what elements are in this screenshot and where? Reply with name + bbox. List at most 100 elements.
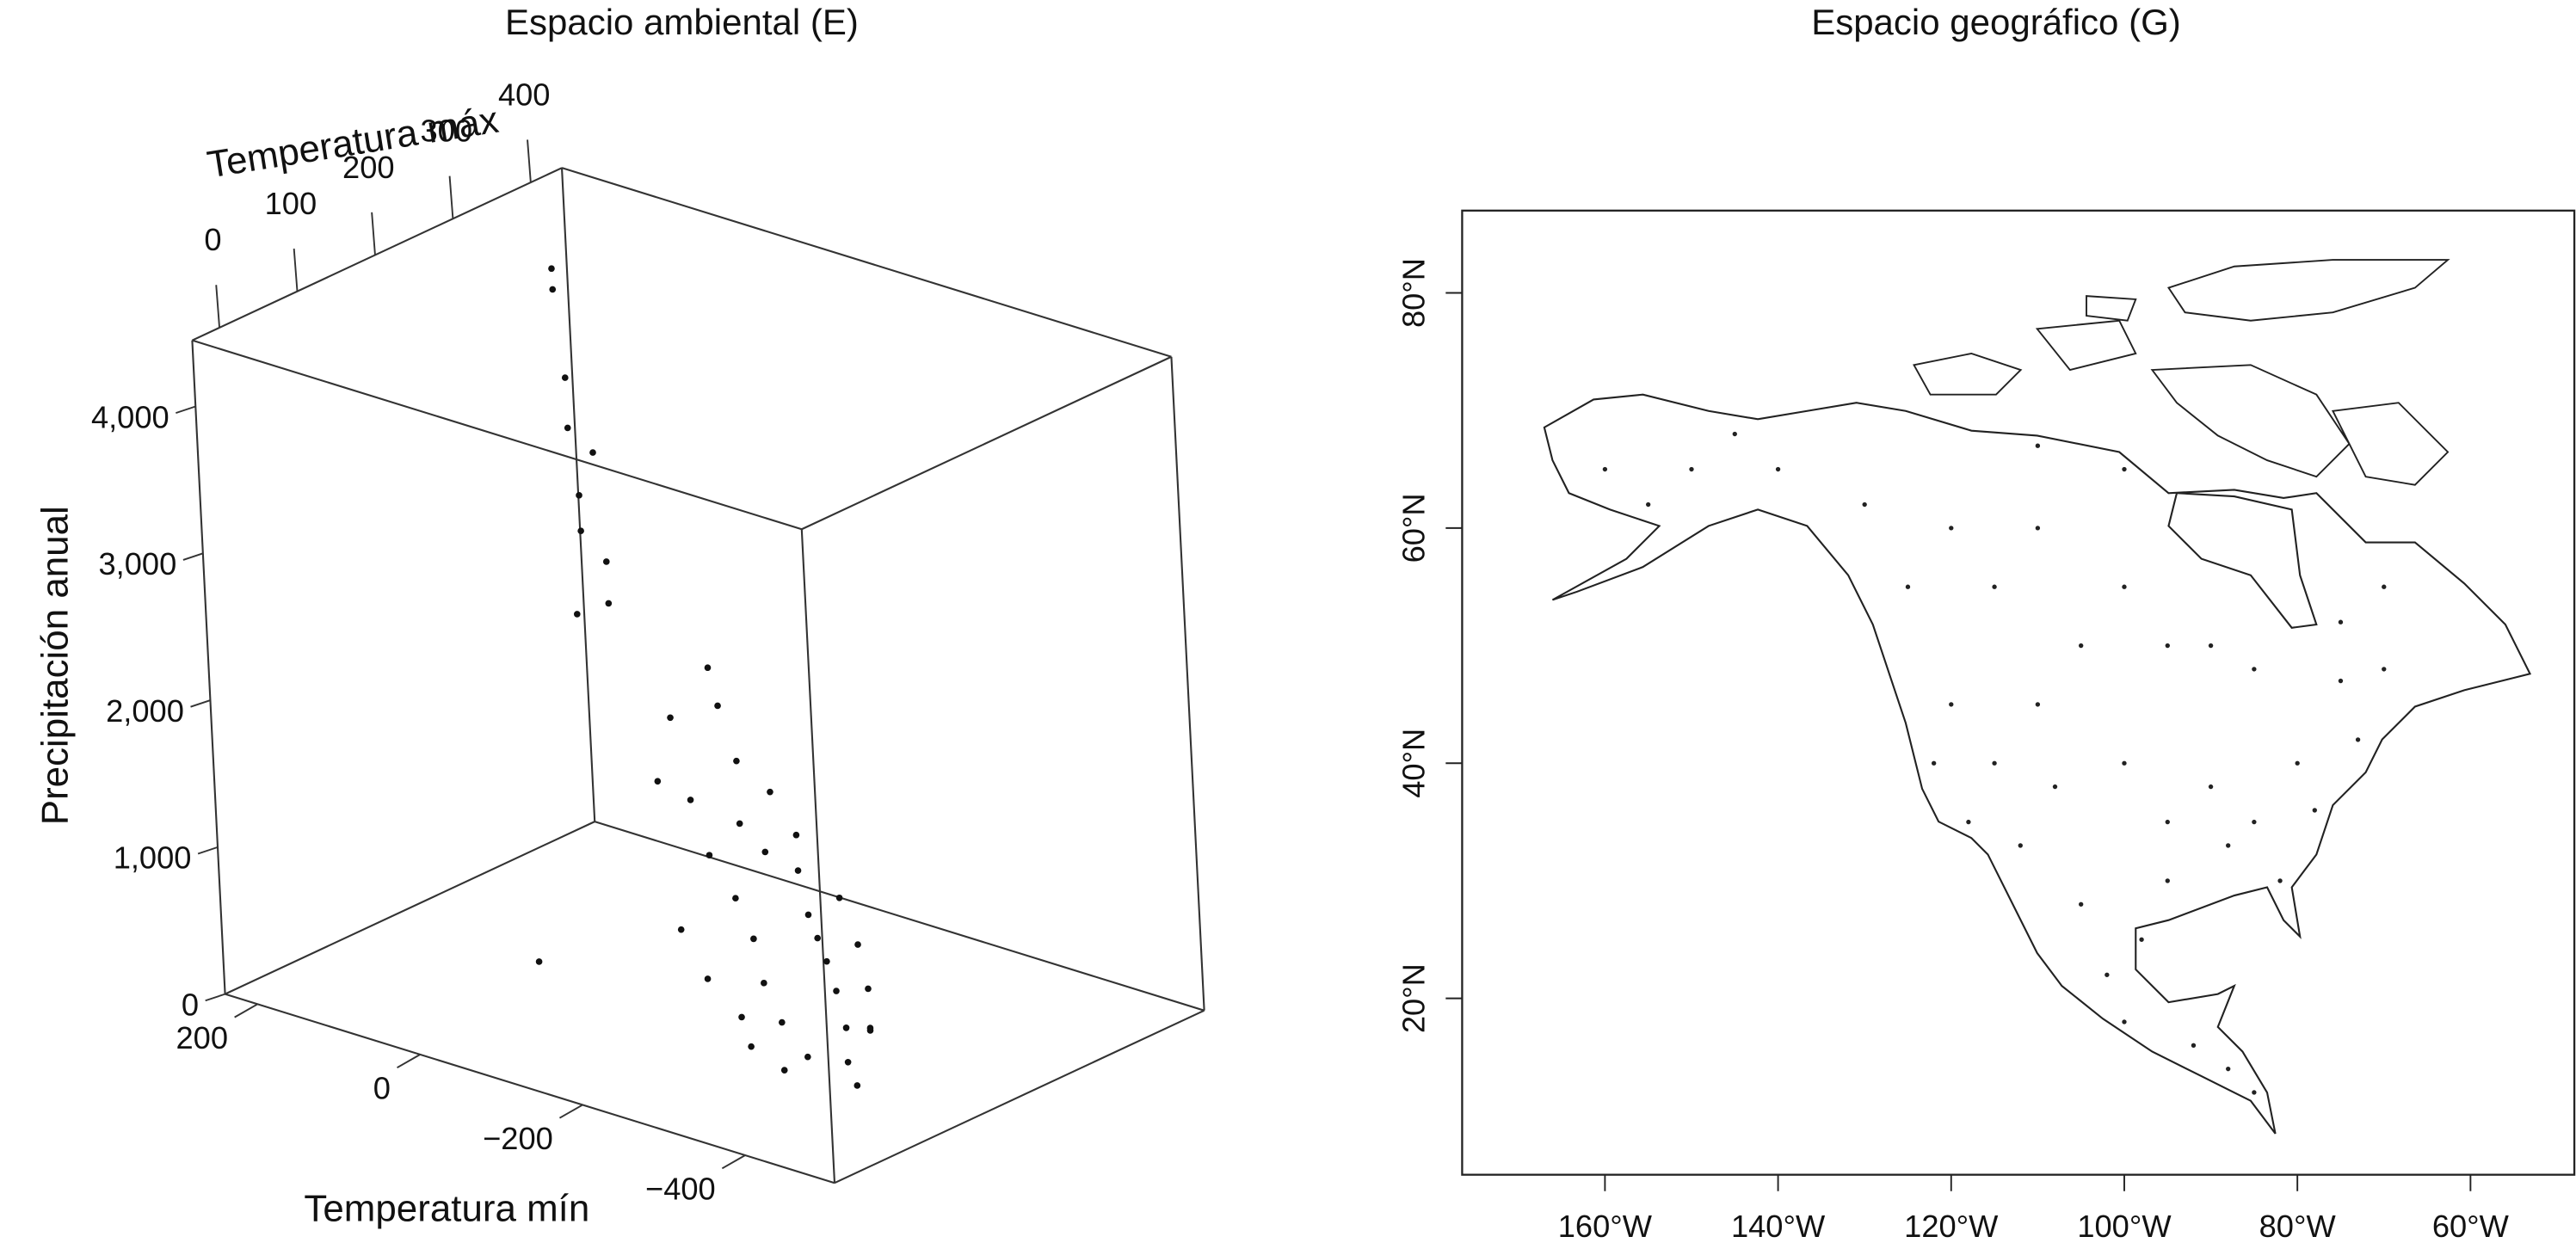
point	[2165, 643, 2170, 649]
box-edge	[192, 339, 803, 531]
y-tick-label: 60°N	[1396, 493, 1432, 563]
point	[667, 714, 674, 722]
point	[704, 664, 712, 672]
point	[1905, 584, 1911, 589]
point	[833, 988, 840, 994]
point	[2139, 937, 2144, 942]
point	[794, 867, 802, 874]
x-tick-label: 200	[176, 1020, 228, 1055]
point	[2295, 760, 2300, 766]
point	[779, 1018, 786, 1026]
point	[2105, 972, 2110, 977]
y-tick-label: 20°N	[1396, 963, 1432, 1033]
panel-environment: Espacio ambiental (E) Temperatura máx Pr…	[34, 2, 1205, 1229]
box-edge	[1170, 356, 1205, 1011]
x-axis-label: Temperatura mín	[304, 1187, 589, 1229]
y-tick-label: 100	[265, 186, 317, 221]
y-tick-label: 400	[498, 77, 551, 112]
point	[2312, 808, 2317, 813]
point	[577, 527, 584, 534]
point	[602, 558, 610, 565]
point	[704, 975, 712, 982]
point	[2208, 784, 2214, 790]
point	[2035, 443, 2041, 448]
point	[2191, 1043, 2197, 1048]
x-tick-label: 140°W	[1731, 1209, 1826, 1244]
point	[761, 848, 769, 856]
point	[2338, 619, 2344, 624]
point	[2035, 526, 2041, 531]
point	[2338, 678, 2344, 684]
point	[2122, 466, 2127, 472]
y-tick-label: 80°N	[1396, 258, 1432, 328]
y-tick-label: 200	[342, 150, 395, 185]
y-tick	[215, 285, 221, 328]
point	[2382, 667, 2387, 672]
point	[576, 492, 582, 499]
box-edge	[225, 821, 595, 995]
x-tick-label: 120°W	[1904, 1209, 1999, 1244]
coastline	[1543, 393, 2532, 1135]
point	[2208, 643, 2214, 649]
point	[738, 1013, 745, 1021]
z-tick	[197, 846, 219, 855]
point	[1732, 431, 1737, 437]
point	[732, 895, 739, 902]
box-edge	[800, 529, 836, 1184]
box-edge	[561, 167, 1172, 358]
point	[835, 894, 843, 901]
arctic-islands	[1913, 259, 2450, 486]
point	[1646, 501, 1651, 508]
point	[589, 449, 596, 456]
point	[814, 934, 822, 942]
x-tick	[397, 1054, 421, 1068]
z-tick-label: 4,000	[91, 399, 169, 434]
point	[677, 926, 685, 933]
x-tick-label: 80°W	[2259, 1209, 2337, 1244]
point	[654, 778, 662, 785]
point	[2252, 819, 2257, 825]
x-tick	[721, 1154, 746, 1170]
box-edge	[191, 167, 563, 341]
x-tick-label: −200	[483, 1121, 553, 1156]
x-tick-label: 160°W	[1558, 1209, 1653, 1244]
point	[1949, 526, 1954, 531]
point	[842, 1024, 850, 1031]
point	[564, 424, 571, 432]
y-tick	[371, 212, 376, 255]
box-edge	[225, 993, 835, 1184]
point	[2382, 584, 2387, 589]
point	[2165, 819, 2170, 825]
point	[1992, 584, 1997, 589]
panel-geography: Espacio geográfico (G) 160°W 140°W 120°W 10…	[1396, 2, 2576, 1244]
point	[1992, 760, 1997, 766]
point	[687, 797, 694, 803]
point	[2252, 1090, 2257, 1095]
hudson-bay	[2167, 492, 2318, 629]
z-tick	[190, 699, 211, 708]
point	[2122, 760, 2127, 766]
point	[792, 831, 800, 839]
point	[2122, 584, 2127, 589]
point	[748, 1043, 755, 1050]
point	[2355, 737, 2361, 742]
map-frame	[1461, 209, 2576, 1176]
point	[865, 985, 872, 993]
point	[1862, 501, 1867, 508]
z-tick-label: 1,000	[114, 840, 192, 876]
point	[605, 600, 613, 607]
point	[2079, 901, 2084, 907]
point	[854, 941, 861, 948]
x-tick	[558, 1104, 583, 1119]
y-tick	[293, 248, 299, 292]
point	[767, 788, 773, 796]
point	[548, 265, 555, 273]
point	[2035, 702, 2041, 707]
point	[1689, 466, 1694, 472]
point	[2226, 843, 2231, 848]
point	[2079, 643, 2084, 649]
point	[804, 1053, 811, 1061]
point	[2122, 1019, 2127, 1024]
point	[804, 911, 812, 919]
